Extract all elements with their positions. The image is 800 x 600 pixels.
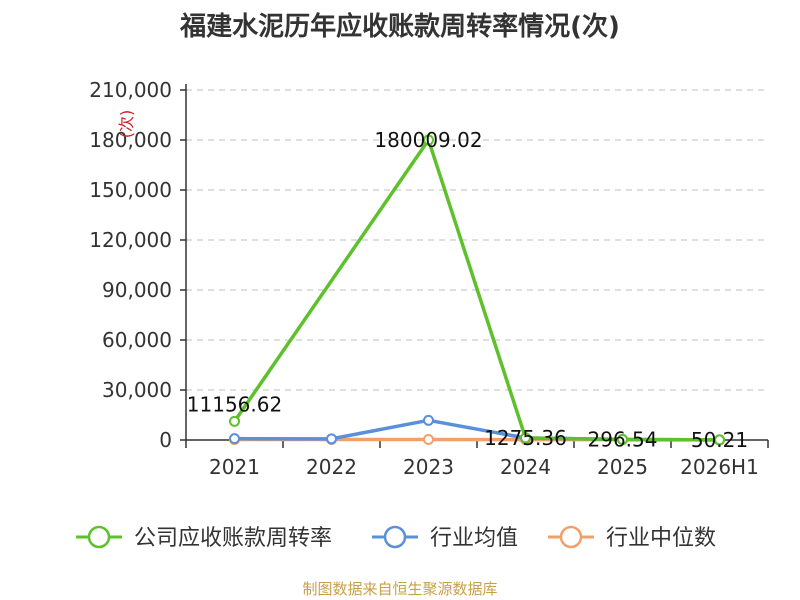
data-label: 1275.36 (484, 426, 567, 450)
data-point (714, 434, 725, 446)
x-tick-label: 2026H1 (680, 455, 759, 479)
legend-label: 行业均值 (430, 526, 518, 551)
y-tick-label: 60,000 (102, 328, 172, 352)
label-layer: 11156.62 180009.02 1275.36 296.54 50.21 (187, 128, 748, 452)
data-point (423, 134, 434, 146)
data-point (229, 433, 240, 445)
data-point (326, 433, 337, 445)
legend-marker (383, 525, 407, 549)
y-tick-label: 90,000 (102, 278, 172, 302)
x-tick-label: 2021 (209, 455, 260, 479)
data-label: 180009.02 (374, 128, 482, 152)
legend-marker (559, 525, 583, 549)
axis-layer: 0 30,000 60,000 90,000 120,000 150,000 180,000… (89, 78, 769, 479)
y-tick-label: 120,000 (89, 228, 172, 252)
data-label: 11156.62 (187, 392, 282, 416)
legend-label: 行业中位数 (606, 526, 716, 551)
data-point (423, 434, 434, 445)
data-point (617, 434, 628, 446)
data-point (423, 414, 434, 426)
data-label: 50.21 (691, 428, 748, 452)
y-tick-label: 180,000 (89, 128, 172, 152)
x-tick-label: 2024 (500, 455, 551, 479)
x-tick-label: 2023 (403, 455, 454, 479)
y-axis-label: (次) (117, 110, 136, 139)
chart-title: 福建水泥历年应收账款周转率情况(次) (180, 12, 620, 42)
series-layer (229, 134, 725, 446)
x-tick-label: 2022 (306, 455, 357, 479)
x-tick-label: 2025 (597, 455, 648, 479)
legend-label: 公司应收账款周转率 (134, 526, 332, 551)
y-tick-label: 210,000 (89, 78, 172, 102)
data-point (229, 415, 240, 427)
source-note: 制图数据来自恒生聚源数据库 (302, 580, 498, 598)
legend-marker (87, 525, 111, 549)
y-tick-label: 150,000 (89, 178, 172, 202)
data-point (520, 432, 531, 444)
data-label: 296.54 (588, 428, 658, 452)
y-tick-label: 0 (159, 428, 172, 452)
legend: 公司应收账款周转率 行业均值 行业中位数 (76, 525, 716, 551)
y-tick-label: 30,000 (102, 378, 172, 402)
